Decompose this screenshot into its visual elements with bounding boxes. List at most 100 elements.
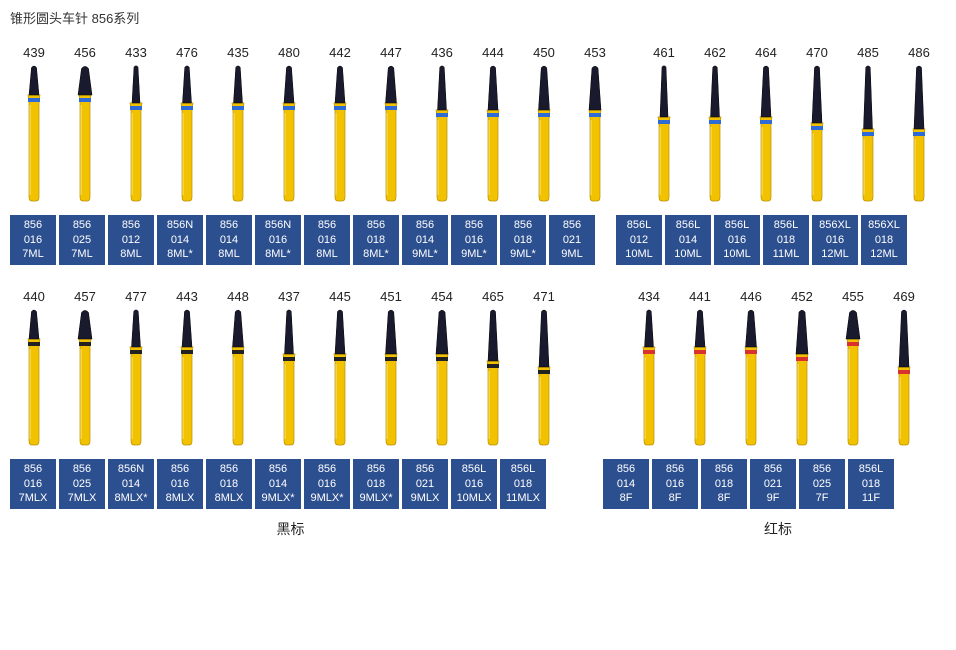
bur-code-label: 8560188F	[701, 459, 747, 509]
bur-item: 461	[640, 45, 688, 205]
bur-item: 437	[265, 289, 313, 449]
bur-item: 451	[367, 289, 415, 449]
bur-number: 445	[329, 289, 351, 307]
bur-number: 453	[584, 45, 606, 63]
bur-code-label: 856L01610MLX	[451, 459, 497, 509]
bur-number: 433	[125, 45, 147, 63]
bur-item: 443	[163, 289, 211, 449]
bur-number: 455	[842, 289, 864, 307]
bur-image	[676, 309, 724, 449]
bur-number: 477	[125, 289, 147, 307]
bur-code-label: 8560168MLX	[157, 459, 203, 509]
bur-number: 454	[431, 289, 453, 307]
bur-item: 455	[829, 289, 877, 449]
bur-number: 451	[380, 289, 402, 307]
bur-item: 444	[469, 45, 517, 205]
bur-code-label: 8560219MLX	[402, 459, 448, 509]
bur-item: 433	[112, 45, 160, 205]
bur-image	[520, 65, 568, 205]
row1-burs: 439 456 433 476 435 480 442 447	[10, 45, 946, 205]
bur-code-label: 8560148F	[603, 459, 649, 509]
bur-code-label: 856L01811MLX	[500, 459, 546, 509]
bur-image	[625, 309, 673, 449]
bur-image	[880, 309, 928, 449]
bur-code-label: 856L01210ML	[616, 215, 662, 265]
bur-image	[778, 309, 826, 449]
bur-item: 457	[61, 289, 109, 449]
bur-number: 462	[704, 45, 726, 63]
bur-image	[316, 309, 364, 449]
bur-code-label: 856L01610ML	[714, 215, 760, 265]
bur-item: 464	[742, 45, 790, 205]
bur-code-label: 856N0168ML*	[255, 215, 301, 265]
bur-number: 443	[176, 289, 198, 307]
bur-code-label: 856N0148ML*	[157, 215, 203, 265]
bur-number: 480	[278, 45, 300, 63]
bur-image	[742, 65, 790, 205]
bur-number: 441	[689, 289, 711, 307]
bur-number: 447	[380, 45, 402, 63]
bur-number: 461	[653, 45, 675, 63]
bur-item: 440	[10, 289, 58, 449]
bur-image	[163, 309, 211, 449]
bur-image	[61, 309, 109, 449]
bur-item: 476	[163, 45, 211, 205]
bur-item: 462	[691, 45, 739, 205]
bur-image	[112, 65, 160, 205]
bur-item: 435	[214, 45, 262, 205]
section-label-red: 红标	[625, 519, 931, 539]
bur-number: 486	[908, 45, 930, 63]
bur-item: 453	[571, 45, 619, 205]
bur-number: 470	[806, 45, 828, 63]
bur-code-label: 8560149MLX*	[255, 459, 301, 509]
bur-item: 436	[418, 45, 466, 205]
bur-code-label: 8560148ML	[206, 215, 252, 265]
bur-image	[367, 65, 415, 205]
bur-image	[844, 65, 892, 205]
bur-code-label: 856L01410ML	[665, 215, 711, 265]
bur-item: 450	[520, 45, 568, 205]
bur-image	[10, 65, 58, 205]
bur-number: 469	[893, 289, 915, 307]
bur-number: 452	[791, 289, 813, 307]
bur-number: 464	[755, 45, 777, 63]
bur-item: 470	[793, 45, 841, 205]
bur-code-label: 856XL01612ML	[812, 215, 858, 265]
bur-number: 456	[74, 45, 96, 63]
bur-image	[214, 309, 262, 449]
bur-number: 434	[638, 289, 660, 307]
bur-number: 435	[227, 45, 249, 63]
bur-code-label: 856L01811ML	[763, 215, 809, 265]
bur-item: 439	[10, 45, 58, 205]
bur-number: 442	[329, 45, 351, 63]
bur-number: 471	[533, 289, 555, 307]
bur-code-label: 8560219F	[750, 459, 796, 509]
bur-item: 448	[214, 289, 262, 449]
bur-item: 480	[265, 45, 313, 205]
bur-image	[418, 309, 466, 449]
bur-code-label: 8560257F	[799, 459, 845, 509]
bur-number: 450	[533, 45, 555, 63]
bur-number: 444	[482, 45, 504, 63]
row1-labels: 8560167ML8560257ML8560128ML856N0148ML*85…	[10, 211, 946, 265]
bur-image	[367, 309, 415, 449]
bur-item: 469	[880, 289, 928, 449]
bur-code-label: 8560257MLX	[59, 459, 105, 509]
page-title: 锥形圆头车针 856系列	[10, 8, 946, 27]
bur-image	[691, 65, 739, 205]
bur-item: 485	[844, 45, 892, 205]
bur-number: 465	[482, 289, 504, 307]
bur-code-label: 8560257ML	[59, 215, 105, 265]
bur-number: 457	[74, 289, 96, 307]
bur-item: 454	[418, 289, 466, 449]
bur-code-label: 856N0148MLX*	[108, 459, 154, 509]
bur-image	[640, 65, 688, 205]
bur-image	[469, 309, 517, 449]
bur-image	[265, 309, 313, 449]
bur-item: 441	[676, 289, 724, 449]
bur-item: 447	[367, 45, 415, 205]
bur-code-label: 856XL01812ML	[861, 215, 907, 265]
bur-code-label: 8560169ML*	[451, 215, 497, 265]
bur-code-label: 8560168ML	[304, 215, 350, 265]
bur-item: 465	[469, 289, 517, 449]
